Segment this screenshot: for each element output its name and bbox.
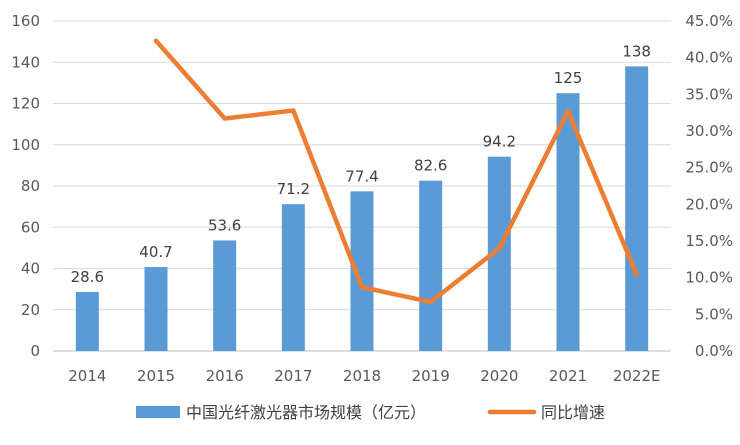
bar <box>281 204 305 351</box>
y-left-tick-label: 140 <box>11 53 40 71</box>
y-left-tick-label: 120 <box>11 95 40 113</box>
x-tick-label: 2014 <box>68 367 106 385</box>
bar-data-label: 77.4 <box>345 167 378 185</box>
y-right-tick-label: 40.0% <box>685 49 733 67</box>
y-left-tick-label: 80 <box>21 177 40 195</box>
bar-data-label: 138 <box>622 42 651 60</box>
x-tick-label: 2019 <box>412 367 450 385</box>
legend-label-line: 同比增速 <box>541 403 605 422</box>
legend-label-bar: 中国光纤激光器市场规模（亿元） <box>186 403 426 422</box>
bar <box>75 292 99 351</box>
bar <box>213 240 237 351</box>
bar-data-label: 71.2 <box>277 180 310 198</box>
y-right-tick-label: 15.0% <box>685 232 733 250</box>
x-tick-label: 2016 <box>206 367 244 385</box>
bar <box>350 191 374 351</box>
y-left-tick-label: 160 <box>11 12 40 30</box>
y-right-tick-label: 30.0% <box>685 122 733 140</box>
bar-data-label: 82.6 <box>414 157 447 175</box>
x-tick-label: 2018 <box>343 367 381 385</box>
y-right-tick-label: 20.0% <box>685 195 733 213</box>
y-left-tick-label: 20 <box>21 301 40 319</box>
bar-data-label: 28.6 <box>71 268 104 286</box>
x-tick-label: 2021 <box>549 367 587 385</box>
y-left-tick-label: 0 <box>30 342 40 360</box>
bar <box>487 156 511 351</box>
x-tick-label: 2022E <box>613 367 661 385</box>
y-right-tick-label: 0.0% <box>695 342 733 360</box>
y-right-tick-label: 10.0% <box>685 269 733 287</box>
y-left-tick-label: 40 <box>21 260 40 278</box>
growth-line <box>153 38 639 305</box>
bar-data-label: 40.7 <box>139 243 172 261</box>
y-left-tick-label: 60 <box>21 218 40 236</box>
y-left-tick-label: 100 <box>11 136 40 154</box>
bar-data-label: 94.2 <box>483 133 516 151</box>
x-tick-label: 2020 <box>480 367 518 385</box>
legend-swatch-bar <box>136 406 180 418</box>
y-right-tick-label: 45.0% <box>685 12 733 30</box>
y-right-tick-label: 5.0% <box>695 305 733 323</box>
bar <box>625 66 649 351</box>
bar-data-label: 125 <box>554 69 583 87</box>
bar <box>556 93 580 351</box>
x-tick-label: 2017 <box>274 367 312 385</box>
bar <box>419 180 443 351</box>
y-right-tick-label: 25.0% <box>685 159 733 177</box>
x-tick-label: 2015 <box>137 367 175 385</box>
y-right-tick-label: 35.0% <box>685 85 733 103</box>
bar-data-label: 53.6 <box>208 216 241 234</box>
bar <box>144 267 168 351</box>
